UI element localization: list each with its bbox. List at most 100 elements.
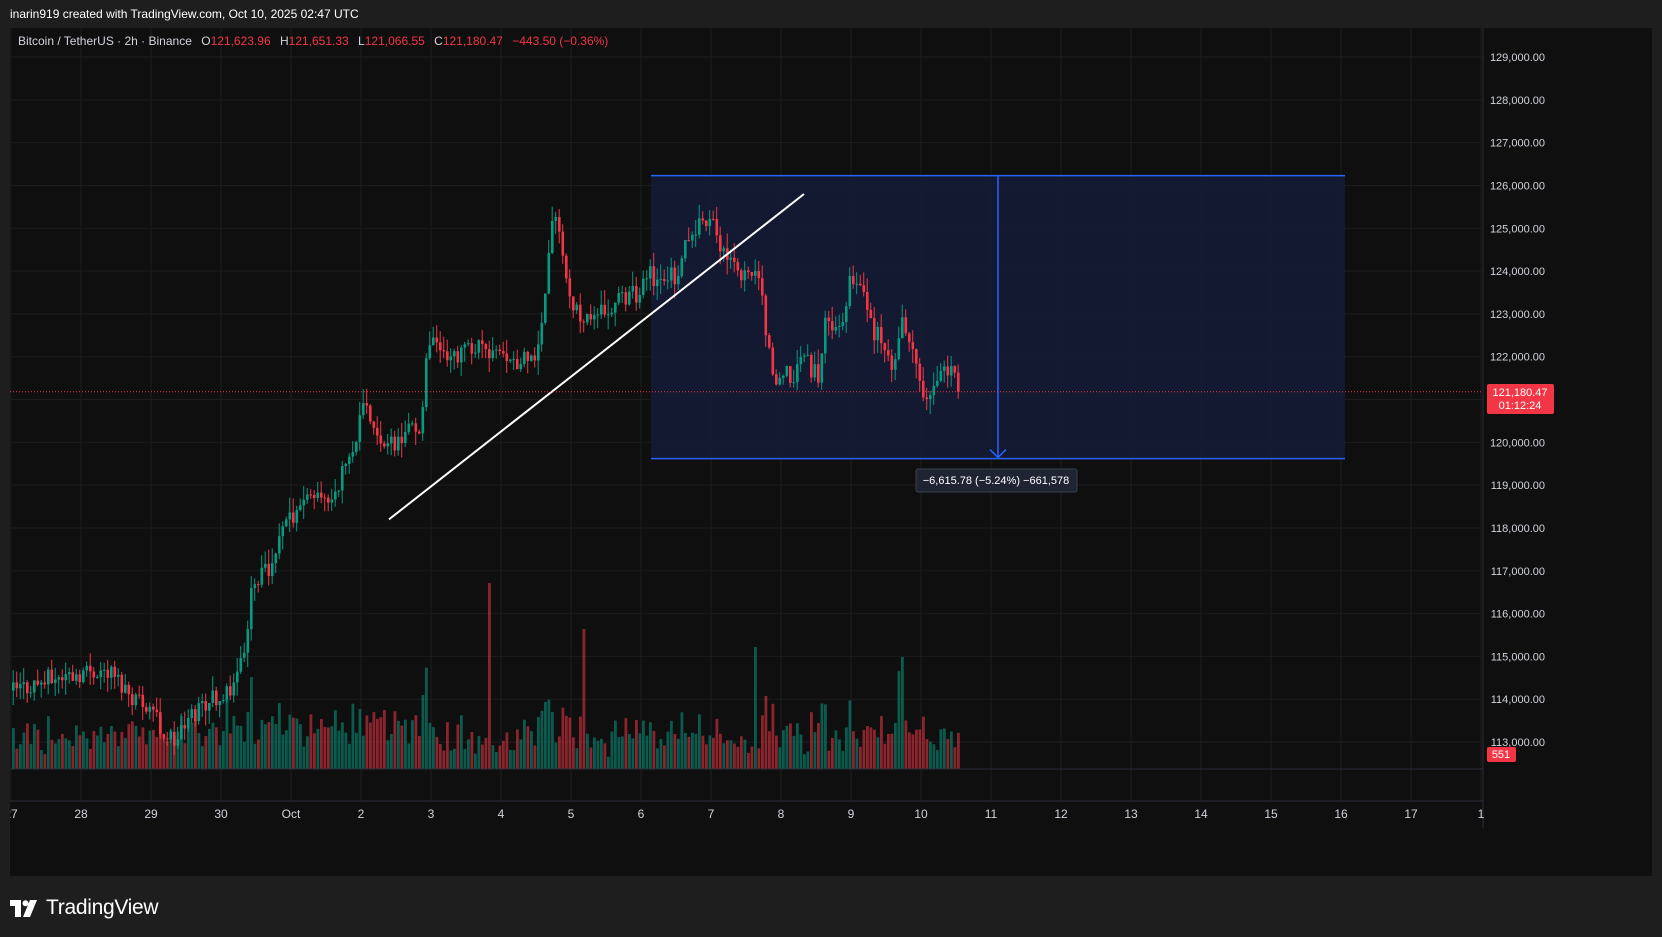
last-price-value: 121,180.47: [1492, 387, 1547, 399]
candle-body: [449, 356, 453, 361]
volume-bar: [36, 729, 40, 769]
volume-bar: [782, 730, 785, 769]
volume-bar: [869, 727, 873, 769]
candle-body: [624, 292, 628, 305]
time-tick-label: 15: [1264, 807, 1278, 821]
price-tick-label: 125,000.00: [1490, 223, 1545, 235]
volume-bar: [855, 738, 859, 769]
price-tick-label: 123,000.00: [1490, 309, 1545, 321]
volume-bar: [953, 747, 957, 769]
grid-lines: [10, 28, 1483, 801]
candle-body: [880, 327, 883, 344]
candle-body: [778, 377, 782, 385]
candle-body: [554, 216, 558, 221]
candle-body: [439, 342, 442, 351]
candle-body: [866, 292, 869, 310]
volume-bar: [701, 735, 705, 769]
volume-bar: [337, 730, 341, 769]
tradingview-logo[interactable]: TradingView: [10, 896, 159, 920]
candle-body: [607, 314, 610, 316]
candle-body: [663, 278, 666, 281]
candle-body: [516, 359, 519, 370]
candle-body: [341, 466, 344, 491]
volume-bar: [726, 740, 729, 769]
volume-bar: [628, 733, 631, 769]
time-tick-label: 17: [1404, 807, 1418, 821]
volume-bar: [481, 744, 484, 769]
candle-body: [169, 731, 173, 740]
candle-body: [124, 684, 127, 693]
candle-body: [701, 218, 705, 221]
volume-bar: [218, 745, 222, 769]
candle-body: [782, 375, 785, 378]
volume-bar: [260, 719, 264, 769]
candle-body: [421, 407, 425, 434]
candle-body: [642, 278, 645, 295]
volume-bar: [390, 733, 393, 769]
candle-body: [918, 363, 922, 381]
volume-bar: [526, 726, 530, 769]
candle-body: [33, 680, 36, 693]
volume-bar: [309, 714, 313, 769]
change-value: −443.50 (−0.36%): [512, 34, 609, 48]
volume-bar: [596, 740, 600, 769]
open-label: O: [201, 34, 211, 48]
candle-body: [386, 443, 390, 447]
volume-bar: [103, 742, 106, 769]
volume-bar: [838, 739, 841, 769]
price-chart[interactable]: 129,000.00 128,000.00 127,000.00 126,000.00…: [10, 28, 1652, 876]
candle-body: [117, 674, 120, 677]
time-axis[interactable]: 27 28 29 30 Oct 2 3 4 5 6 7 8 9 10 11 12 13 14 15 16 17 1: [10, 807, 1485, 821]
volume-bar: [190, 723, 194, 769]
price-axis[interactable]: 129,000.00 128,000.00 127,000.00 126,000.00…: [1490, 52, 1545, 749]
candle-body: [582, 321, 586, 323]
volume-bar: [523, 719, 526, 769]
candle-body: [29, 692, 33, 694]
candle-body: [348, 456, 351, 464]
volume-bar: [446, 722, 449, 769]
range-arrow-head: [989, 449, 1007, 459]
candle-body: [43, 682, 47, 685]
volume-bar: [617, 736, 621, 769]
candle-body: [176, 739, 180, 746]
candle-body: [75, 674, 78, 681]
candle-body: [435, 337, 439, 343]
author-credit: inarin919 created with TradingView.com, …: [10, 7, 359, 21]
candle-body: [929, 395, 932, 400]
candle-body: [481, 340, 484, 344]
candle-body: [558, 216, 561, 232]
volume-bar: [544, 701, 547, 769]
candle-body: [743, 270, 747, 281]
volume-bar: [12, 728, 15, 769]
volume-bar: [113, 731, 117, 769]
candle-body: [698, 218, 701, 235]
volume-bar: [540, 710, 544, 769]
chart-frame[interactable]: 129,000.00 128,000.00 127,000.00 126,000.00…: [10, 28, 1652, 876]
volume-bar: [922, 716, 925, 769]
time-tick-label: 29: [144, 807, 158, 821]
volume-bar: [747, 752, 750, 769]
candle-body: [586, 314, 589, 323]
last-price-tag-box: [1487, 384, 1554, 414]
price-range-drawing[interactable]: [651, 174, 1345, 460]
volume-bar: [225, 699, 229, 769]
candle-body: [568, 278, 572, 297]
volume-bar: [334, 710, 337, 769]
volume-bar: [551, 711, 554, 769]
candle-body: [943, 366, 946, 371]
volume-bar: [631, 738, 635, 769]
candle-body: [47, 669, 50, 685]
volume-bar: [19, 744, 22, 769]
candle-body: [484, 343, 488, 350]
symbol-title[interactable]: Bitcoin / TetherUS · 2h · Binance: [18, 34, 192, 48]
volume-bar: [327, 727, 330, 769]
volume-bar: [306, 736, 309, 769]
candle-body: [194, 709, 197, 722]
price-tick-label: 126,000.00: [1490, 180, 1545, 192]
volume-tag-box: [1487, 747, 1516, 762]
volume-bar: [579, 716, 582, 769]
candle-body: [362, 403, 365, 416]
candle-body: [453, 351, 456, 357]
trend-line[interactable]: [388, 193, 805, 521]
candle-body: [621, 292, 624, 294]
